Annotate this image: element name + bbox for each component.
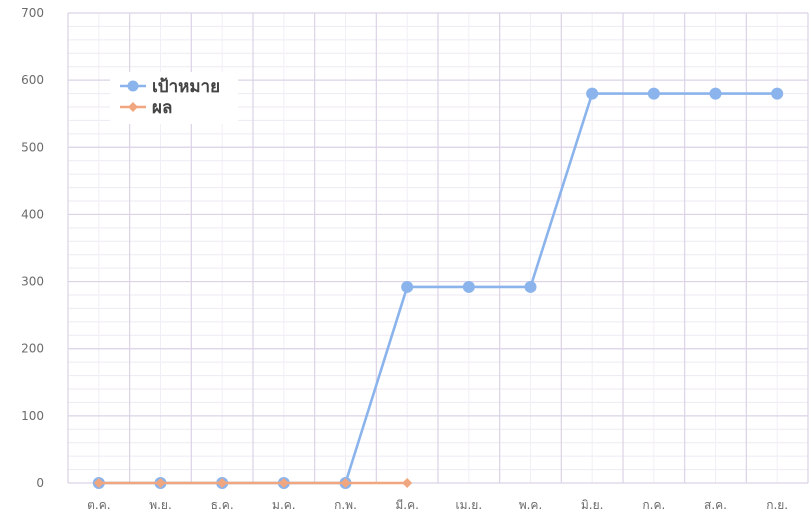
data-point xyxy=(709,87,722,100)
y-tick-label: 200 xyxy=(21,342,44,356)
series-layer xyxy=(92,87,784,489)
y-tick-label: 500 xyxy=(21,140,44,154)
data-point xyxy=(217,478,228,488)
data-point xyxy=(340,478,351,488)
data-point xyxy=(524,280,537,293)
legend-box xyxy=(110,72,238,124)
data-point xyxy=(155,478,166,488)
data-point xyxy=(93,478,104,488)
data-point xyxy=(402,478,413,488)
data-point xyxy=(401,280,414,293)
y-axis-ticks: 0 100 200 300 400 500 600 700 xyxy=(21,6,44,490)
x-tick-label: พ.ย. xyxy=(149,498,172,512)
x-tick-label: มิ.ย. xyxy=(581,498,604,512)
legend-swatch-marker xyxy=(128,102,138,112)
x-tick-label: ธ.ค. xyxy=(211,498,234,512)
legend-label: ผล xyxy=(152,98,172,118)
x-axis-ticks: ต.ค. พ.ย. ธ.ค. ม.ค. ก.พ. มี.ค. เม.ย. พ.ค. มิ.ย. ก… xyxy=(87,498,788,512)
y-tick-label: 600 xyxy=(21,73,44,87)
legend-label: เป้าหมาย xyxy=(152,77,220,97)
y-tick-label: 300 xyxy=(21,275,44,289)
data-point xyxy=(278,478,289,488)
y-tick-label: 700 xyxy=(21,6,44,20)
x-tick-label: ก.ค. xyxy=(642,498,665,512)
y-tick-label: 100 xyxy=(21,409,44,423)
data-point xyxy=(586,87,599,100)
legend-swatch-marker xyxy=(127,80,139,92)
x-tick-label: ต.ค. xyxy=(87,498,110,512)
x-tick-label: ก.ย. xyxy=(766,498,788,512)
x-tick-label: ก.พ. xyxy=(334,498,357,512)
data-point xyxy=(462,280,475,293)
x-tick-label: มี.ค. xyxy=(395,498,419,512)
x-tick-label: ส.ค. xyxy=(704,498,727,512)
x-tick-label: พ.ค. xyxy=(519,498,543,512)
y-tick-label: 400 xyxy=(21,207,44,221)
y-tick-label: 0 xyxy=(36,476,44,490)
data-point xyxy=(647,87,660,100)
data-point xyxy=(771,87,784,100)
major-grid xyxy=(67,12,809,484)
x-tick-label: เม.ย. xyxy=(455,498,482,512)
x-tick-label: ม.ค. xyxy=(272,498,296,512)
